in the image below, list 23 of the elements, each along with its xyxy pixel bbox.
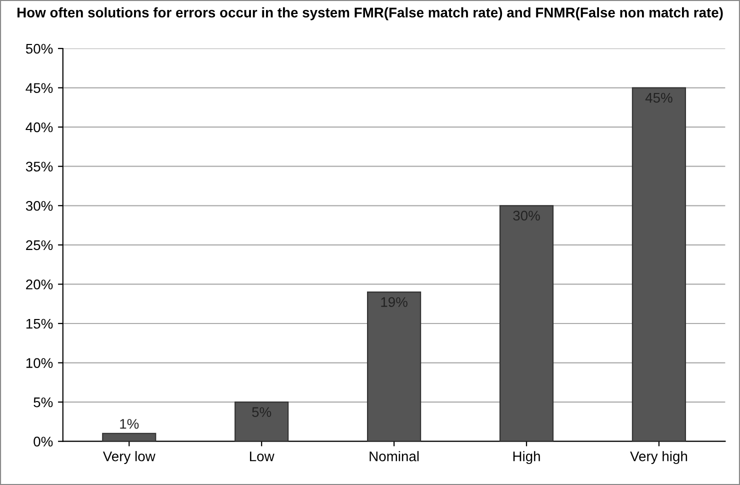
y-tick-label: 10% xyxy=(26,358,53,368)
y-tick-label: 15% xyxy=(26,318,53,329)
x-tick-label: Nominal xyxy=(370,451,419,462)
chart-title: How often solutions for errors occur in the system FMR(False match rate) and FNMR(False non match rate) xyxy=(18,7,723,20)
y-tick-label: 25% xyxy=(26,240,53,250)
bar xyxy=(499,205,554,442)
y-tick-label: 50% xyxy=(26,44,53,54)
bar xyxy=(367,292,422,442)
x-tick-label: Very low xyxy=(102,451,156,464)
y-tick-label: 30% xyxy=(26,200,53,211)
bar xyxy=(234,402,289,442)
y-tick-label: 35% xyxy=(26,162,53,172)
y-tick-label: 40% xyxy=(26,122,53,132)
data-label: 1% xyxy=(120,419,139,429)
bar xyxy=(102,432,156,442)
x-tick-label: High xyxy=(513,451,540,464)
y-tick-label: 5% xyxy=(34,397,53,408)
bar xyxy=(632,87,686,442)
y-tick-label: 45% xyxy=(26,83,53,93)
y-tick-label: 20% xyxy=(26,280,53,290)
x-tick-label: Very high xyxy=(630,451,688,464)
x-tick-label: Low xyxy=(250,452,274,462)
y-tick-label: 0% xyxy=(34,436,53,447)
